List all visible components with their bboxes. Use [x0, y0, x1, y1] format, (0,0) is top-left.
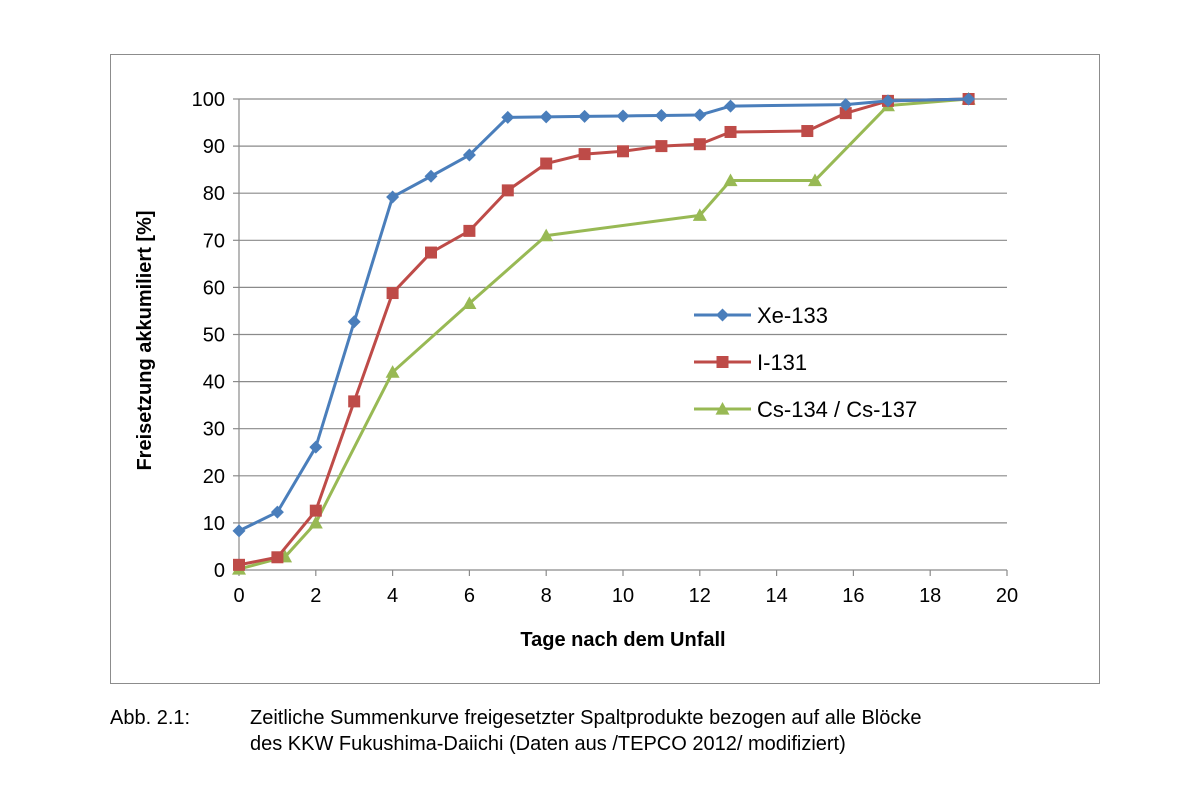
x-tick-label: 4 [387, 585, 398, 607]
data-point [801, 125, 814, 138]
data-point [539, 110, 553, 124]
data-point [539, 228, 554, 242]
y-tick-label: 20 [203, 466, 225, 488]
data-point [386, 190, 400, 204]
caption-line: des KKW Fukushima-Daiichi (Daten aus /TE… [250, 733, 846, 755]
y-tick-label: 50 [203, 325, 225, 347]
data-point [693, 138, 706, 151]
data-point [501, 184, 514, 197]
legend-item: Xe-133 [694, 303, 828, 328]
data-point [617, 145, 629, 158]
data-point [309, 440, 323, 454]
data-point [962, 92, 976, 106]
legend-item: Cs-134 / Cs-137 [694, 397, 917, 422]
data-point [232, 524, 246, 538]
y-tick-label: 60 [203, 277, 225, 299]
x-tick-label: 16 [842, 585, 864, 607]
x-axis-title: Tage nach dem Unfall [520, 629, 725, 651]
data-point [616, 109, 630, 123]
data-point [270, 505, 284, 519]
y-tick-label: 10 [203, 513, 225, 535]
data-point [723, 173, 738, 187]
y-tick-labels: 0 10 20 30 40 50 60 70 80 90 100 [192, 89, 225, 582]
data-point [839, 98, 853, 112]
caption-label: Abb. 2.1: [110, 707, 191, 729]
y-tick-label: 30 [203, 419, 225, 441]
chart: 0 10 20 30 40 50 60 70 80 90 100 0 2 4 6 8 10 12 14 16 18 20… [134, 89, 1018, 651]
x-tick-label: 20 [996, 585, 1018, 607]
data-point [693, 108, 707, 122]
data-point [462, 148, 476, 162]
data-point [424, 169, 438, 183]
data-point [839, 107, 852, 120]
data-point [808, 173, 822, 187]
x-tick-label: 2 [310, 585, 321, 607]
series-xe-133 [232, 92, 976, 538]
legend-label: Xe-133 [757, 303, 828, 328]
y-tick-label: 40 [203, 372, 225, 394]
legend-marker [715, 402, 730, 415]
data-point [233, 558, 245, 571]
data-point [501, 110, 515, 124]
data-point [692, 208, 707, 221]
x-tick-label: 18 [919, 585, 941, 607]
chart-frame: 0 10 20 30 40 50 60 70 80 90 100 0 2 4 6 8 10 12 14 16 18 20… [110, 54, 1100, 684]
data-series [232, 92, 976, 575]
data-point [309, 504, 322, 517]
y-tick-label: 100 [192, 89, 225, 111]
data-point [385, 365, 400, 378]
legend-marker [716, 308, 729, 322]
data-point [348, 395, 361, 408]
caption-line: Zeitliche Summenkurve freigesetzter Spal… [250, 707, 922, 729]
legend-marker [716, 356, 729, 368]
legend-label: I-131 [757, 350, 807, 375]
x-tick-label: 8 [541, 585, 552, 607]
y-tick-label: 90 [203, 136, 225, 158]
data-point [578, 109, 592, 123]
series-i-131 [233, 93, 975, 571]
series-line [238, 97, 969, 567]
x-tick-label: 12 [689, 585, 711, 607]
series-cs-134-cs-137 [232, 92, 976, 575]
x-tick-label: 6 [464, 585, 475, 607]
data-point [578, 148, 591, 161]
data-point [462, 296, 477, 310]
legend-item: I-131 [694, 350, 807, 375]
data-point [724, 125, 737, 138]
data-point [271, 551, 284, 564]
series-line [238, 97, 969, 533]
x-tick-labels: 0 2 4 6 8 10 12 14 16 18 20 [233, 585, 1018, 607]
x-tick-label: 0 [233, 585, 244, 607]
legend: Xe-133 I-131 Cs-134 / Cs-137 [694, 303, 917, 422]
data-point [724, 99, 738, 113]
x-tick-label: 10 [612, 585, 634, 607]
y-tick-label: 70 [203, 230, 225, 252]
data-point [881, 94, 895, 108]
caption-text: Zeitliche Summenkurve freigesetzter Spal… [250, 705, 1110, 757]
data-point [347, 315, 361, 329]
data-point [308, 515, 323, 529]
data-point [386, 287, 399, 300]
y-tick-label: 80 [203, 183, 225, 205]
legend-label: Cs-134 / Cs-137 [757, 397, 917, 422]
data-point [540, 157, 553, 170]
x-tick-label: 14 [765, 585, 787, 607]
data-point [654, 108, 668, 122]
y-axis-title: Freisetzung akkumiliert [%] [134, 210, 156, 470]
data-point [655, 140, 668, 153]
grid-lines [239, 98, 1007, 524]
data-point [425, 246, 437, 259]
y-tick-label: 0 [214, 560, 225, 582]
data-point [463, 224, 476, 237]
